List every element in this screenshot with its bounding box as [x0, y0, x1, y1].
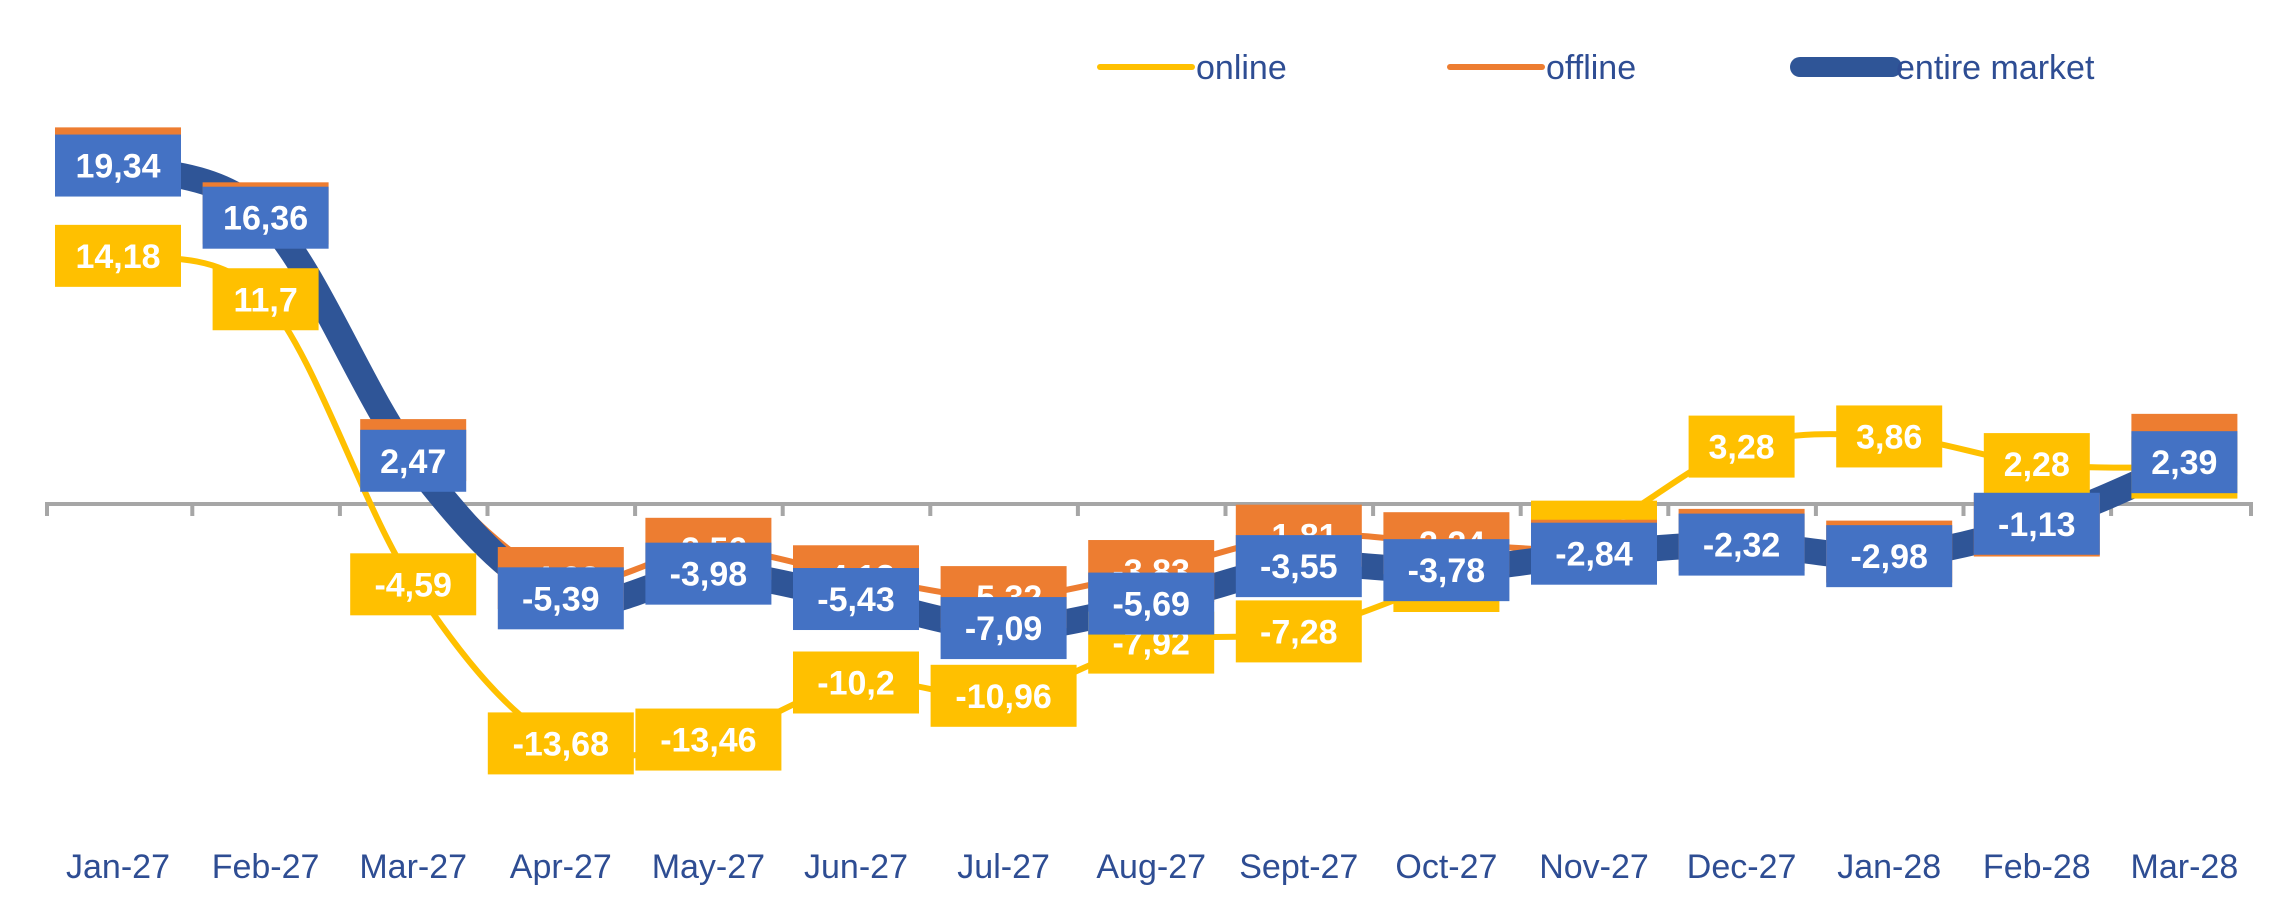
x-tick-label: Mar-28	[2131, 848, 2239, 886]
svg-text:-3,78: -3,78	[1408, 552, 1486, 590]
data-label-online: 3,28	[1688, 415, 1795, 478]
svg-text:-5,39: -5,39	[522, 580, 600, 618]
svg-text:-10,96: -10,96	[955, 678, 1051, 716]
svg-text:-5,43: -5,43	[817, 581, 895, 619]
data-label-entire-market: 2,47	[360, 429, 467, 492]
data-label-entire-market: -7,09	[940, 597, 1067, 660]
data-label-online: 14,18	[55, 224, 181, 287]
svg-text:offline: offline	[1546, 49, 1636, 87]
svg-text:-1,13: -1,13	[1998, 506, 2076, 544]
data-label-online: -13,46	[635, 708, 782, 771]
svg-text:3,86: 3,86	[1856, 418, 1922, 456]
data-label-entire-market: -2,98	[1826, 525, 1953, 588]
svg-text:2,39: 2,39	[2151, 444, 2217, 482]
data-label-entire-market: 16,36	[202, 186, 329, 249]
data-label-online: 11,7	[212, 268, 319, 331]
data-label-online: -7,28	[1235, 600, 1362, 663]
svg-text:2,28: 2,28	[2004, 446, 2070, 484]
x-axis	[45, 502, 2253, 516]
svg-text:online: online	[1196, 49, 1287, 87]
svg-text:19,34: 19,34	[75, 148, 160, 186]
x-tick-label: Aug-27	[1096, 848, 1206, 886]
data-label-online: 3,86	[1836, 405, 1943, 468]
data-labels: 14,18 11,7 -4,59 -13,68 -13,46 -10,2 -10,96 -7,…	[55, 127, 2238, 775]
svg-text:-2,32: -2,32	[1703, 527, 1781, 565]
x-tick-label: Jun-27	[804, 848, 908, 886]
data-label-online: -10,2	[793, 651, 919, 714]
data-label-online: -13,68	[487, 712, 634, 775]
data-label-online: -10,96	[930, 664, 1077, 727]
data-label-entire-market: -3,78	[1383, 539, 1510, 602]
svg-text:-7,28: -7,28	[1260, 613, 1338, 651]
data-label-entire-market: -5,43	[793, 568, 919, 631]
x-tick-label: Mar-27	[359, 848, 467, 886]
svg-text:14,18: 14,18	[75, 238, 160, 276]
data-label-entire-market: -5,39	[497, 567, 624, 630]
x-tick-label: Nov-27	[1539, 848, 1649, 886]
data-label-entire-market: -3,55	[1235, 535, 1362, 598]
svg-text:entire market: entire market	[1896, 49, 2095, 87]
svg-text:-3,98: -3,98	[670, 556, 748, 594]
x-tick-label: May-27	[652, 848, 765, 886]
x-tick-label: Apr-27	[510, 848, 612, 886]
x-tick-label: Dec-27	[1687, 848, 1797, 886]
svg-text:11,7: 11,7	[233, 281, 297, 319]
legend: online offline entire market	[1097, 49, 2095, 87]
svg-text:-10,2: -10,2	[817, 665, 895, 703]
data-label-online: -4,59	[350, 553, 477, 616]
svg-text:-3,55: -3,55	[1260, 548, 1338, 586]
legend-item-online: online	[1097, 49, 1287, 87]
data-label-entire-market: -2,32	[1678, 513, 1805, 576]
data-label-entire-market: -5,69	[1088, 572, 1215, 635]
svg-text:-5,69: -5,69	[1112, 586, 1190, 624]
svg-text:-2,84: -2,84	[1555, 536, 1633, 574]
svg-text:-7,09: -7,09	[965, 610, 1043, 648]
legend-item-offline: offline	[1447, 49, 1636, 87]
svg-text:-13,46: -13,46	[660, 722, 756, 760]
x-tick-label: Oct-27	[1395, 848, 1497, 886]
data-label-entire-market: 2,39	[2131, 431, 2238, 494]
data-label-entire-market: 19,34	[55, 134, 181, 197]
svg-text:-2,98: -2,98	[1850, 538, 1928, 576]
x-tick-label: Jan-27	[66, 848, 170, 886]
svg-text:-13,68: -13,68	[513, 725, 609, 763]
x-tick-label: Sept-27	[1239, 848, 1358, 886]
data-label-online: 2,28	[1983, 433, 2090, 496]
x-tick-labels: Jan-27 Feb-27 Mar-27 Apr-27 May-27 Jun-27 Jul-…	[66, 848, 2238, 886]
svg-text:2,47: 2,47	[380, 443, 446, 481]
x-tick-label: Feb-28	[1983, 848, 2091, 886]
data-label-entire-market: -3,98	[645, 542, 772, 605]
svg-text:16,36: 16,36	[223, 200, 308, 238]
x-tick-label: Feb-27	[212, 848, 320, 886]
legend-item-entire-market: entire market	[1790, 49, 2095, 87]
data-label-entire-market: -1,13	[1973, 492, 2100, 555]
data-label-entire-market: -2,84	[1531, 522, 1657, 585]
svg-text:-4,59: -4,59	[374, 566, 452, 604]
svg-text:3,28: 3,28	[1709, 429, 1775, 467]
x-tick-label: Jul-27	[957, 848, 1050, 886]
series-line-online	[115, 252, 2188, 760]
x-tick-label: Jan-28	[1837, 848, 1941, 886]
